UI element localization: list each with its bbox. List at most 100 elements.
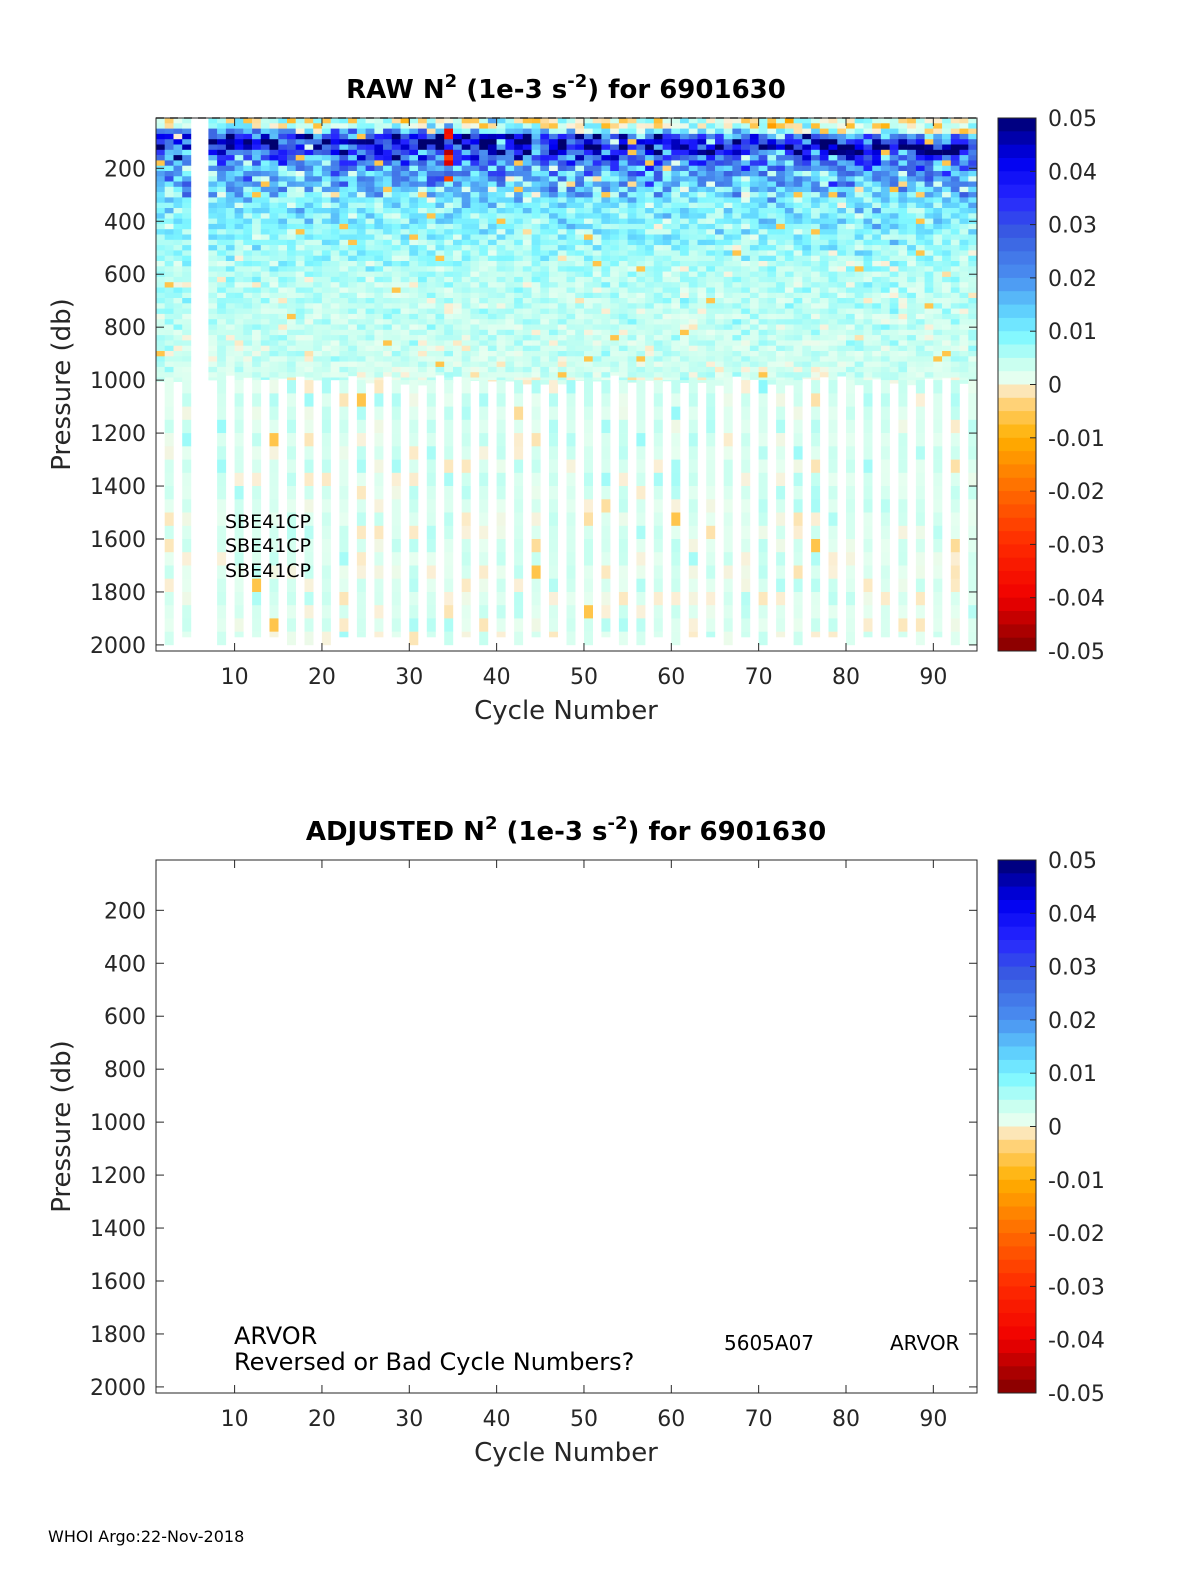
heatmap-cell bbox=[479, 176, 489, 182]
heatmap-cell bbox=[680, 298, 689, 304]
heatmap-cell bbox=[846, 229, 855, 235]
heatmap-cell bbox=[234, 181, 244, 188]
heatmap-cell bbox=[182, 118, 192, 124]
heatmap-cell bbox=[680, 223, 689, 230]
heatmap-cell bbox=[304, 446, 314, 460]
heatmap-cell bbox=[260, 181, 270, 188]
heatmap-cell bbox=[173, 118, 183, 124]
heatmap-cell bbox=[470, 261, 480, 267]
heatmap-cell bbox=[269, 223, 279, 230]
heatmap-cell bbox=[732, 329, 742, 336]
heatmap-cell bbox=[409, 335, 419, 341]
heatmap-cell bbox=[487, 123, 497, 129]
heatmap-cell bbox=[426, 282, 436, 288]
heatmap-cell bbox=[453, 181, 462, 188]
heatmap-cell bbox=[269, 380, 279, 394]
heatmap-cell bbox=[391, 592, 401, 606]
heatmap-cell bbox=[400, 160, 410, 166]
heatmap-cell bbox=[496, 271, 506, 278]
heatmap-cell bbox=[601, 266, 611, 272]
heatmap-cell bbox=[252, 223, 262, 230]
heatmap-cell bbox=[470, 287, 480, 294]
heatmap-cell bbox=[208, 234, 218, 241]
heatmap-cell bbox=[234, 618, 244, 632]
heatmap-cell bbox=[627, 192, 637, 198]
heatmap-cell bbox=[653, 181, 663, 188]
heatmap-cell bbox=[680, 308, 689, 315]
heatmap-cell bbox=[566, 552, 576, 566]
heatmap-cell bbox=[889, 361, 899, 368]
heatmap-cell bbox=[549, 155, 558, 161]
heatmap-cell bbox=[164, 361, 174, 368]
heatmap-cell bbox=[487, 149, 497, 156]
heatmap-cell bbox=[697, 176, 707, 182]
heatmap-cell bbox=[723, 380, 733, 394]
heatmap-cell bbox=[592, 128, 602, 135]
heatmap-cell bbox=[671, 380, 681, 394]
heatmap-cell bbox=[496, 171, 506, 177]
heatmap-cell bbox=[287, 366, 296, 373]
heatmap-cell bbox=[391, 261, 401, 267]
heatmap-cell bbox=[715, 192, 724, 198]
heatmap-cell bbox=[173, 372, 183, 378]
heatmap-cell bbox=[749, 356, 759, 362]
heatmap-cell bbox=[636, 539, 646, 553]
heatmap-cell bbox=[636, 335, 646, 341]
heatmap-cell bbox=[592, 213, 602, 219]
heatmap-cell bbox=[164, 406, 174, 421]
heatmap-cell bbox=[461, 512, 471, 526]
heatmap-cell bbox=[549, 208, 558, 214]
heatmap-cell bbox=[636, 250, 646, 256]
heatmap-cell bbox=[426, 271, 436, 278]
heatmap-cell bbox=[645, 171, 655, 177]
heatmap-cell bbox=[784, 361, 794, 368]
heatmap-cell bbox=[156, 298, 165, 304]
heatmap-cell bbox=[531, 239, 541, 246]
heatmap-cell bbox=[758, 266, 768, 272]
heatmap-cell bbox=[225, 292, 235, 299]
heatmap-cell bbox=[252, 292, 262, 299]
heatmap-cell bbox=[391, 245, 401, 251]
heatmap-cell bbox=[723, 276, 733, 283]
heatmap-cell bbox=[243, 329, 253, 336]
heatmap-cell bbox=[391, 155, 401, 161]
heatmap-cell bbox=[391, 380, 401, 394]
heatmap-cell bbox=[819, 239, 829, 246]
heatmap-cell bbox=[854, 245, 864, 251]
heatmap-cell bbox=[487, 234, 497, 241]
heatmap-cell bbox=[208, 139, 218, 145]
heatmap-cell bbox=[636, 356, 646, 362]
heatmap-cell bbox=[426, 128, 436, 135]
heatmap-cell bbox=[680, 261, 689, 267]
heatmap-cell bbox=[304, 298, 314, 304]
heatmap-cell bbox=[243, 128, 253, 135]
heatmap-cell bbox=[391, 144, 401, 151]
heatmap-cell bbox=[584, 565, 593, 579]
heatmap-cell bbox=[496, 202, 506, 209]
heatmap-cell bbox=[741, 303, 751, 309]
heatmap-cell bbox=[496, 525, 506, 540]
heatmap-cell bbox=[732, 118, 742, 124]
heatmap-cell bbox=[321, 433, 331, 447]
heatmap-cell bbox=[321, 239, 331, 246]
heatmap-cell bbox=[514, 165, 524, 172]
heatmap-cell bbox=[487, 287, 497, 294]
heatmap-cell bbox=[531, 139, 541, 145]
heatmap-cell bbox=[487, 218, 497, 225]
heatmap-cell bbox=[566, 486, 576, 500]
heatmap-cell bbox=[793, 229, 803, 235]
heatmap-cell bbox=[618, 118, 628, 124]
heatmap-cell bbox=[531, 149, 541, 156]
heatmap-cell bbox=[514, 472, 524, 487]
heatmap-cell bbox=[313, 271, 323, 278]
heatmap-cell bbox=[409, 171, 419, 177]
heatmap-cell bbox=[287, 552, 296, 566]
heatmap-cell bbox=[863, 234, 873, 241]
heatmap-cell bbox=[453, 292, 462, 299]
heatmap-cell bbox=[549, 250, 558, 256]
heatmap-cell bbox=[636, 361, 646, 368]
heatmap-cell bbox=[549, 324, 558, 331]
heatmap-cell bbox=[496, 255, 506, 262]
heatmap-cell bbox=[156, 160, 165, 166]
heatmap-cell bbox=[837, 197, 847, 203]
